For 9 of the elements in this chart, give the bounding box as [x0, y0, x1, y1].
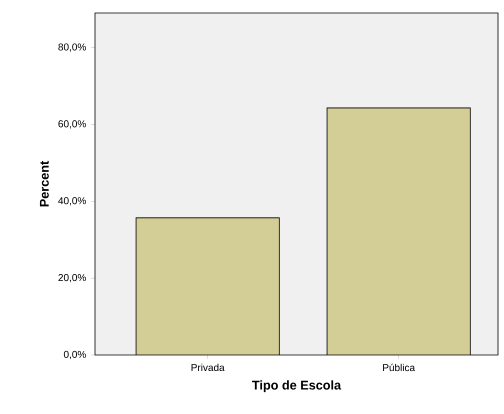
y-tick-label: 0,0%	[64, 350, 86, 360]
y-tick-label: 60,0%	[58, 120, 86, 129]
x-tick-label: Pública	[383, 364, 416, 372]
y-tick-label: 80,0%	[58, 43, 86, 52]
y-tick-label: 20,0%	[58, 274, 86, 282]
x-axis-title: Tipo de Escola	[252, 380, 342, 392]
y-tick-label: 40,0%	[58, 197, 86, 206]
y-axis-title: Percent	[40, 160, 49, 206]
x-tick-label: Privada	[192, 364, 225, 372]
